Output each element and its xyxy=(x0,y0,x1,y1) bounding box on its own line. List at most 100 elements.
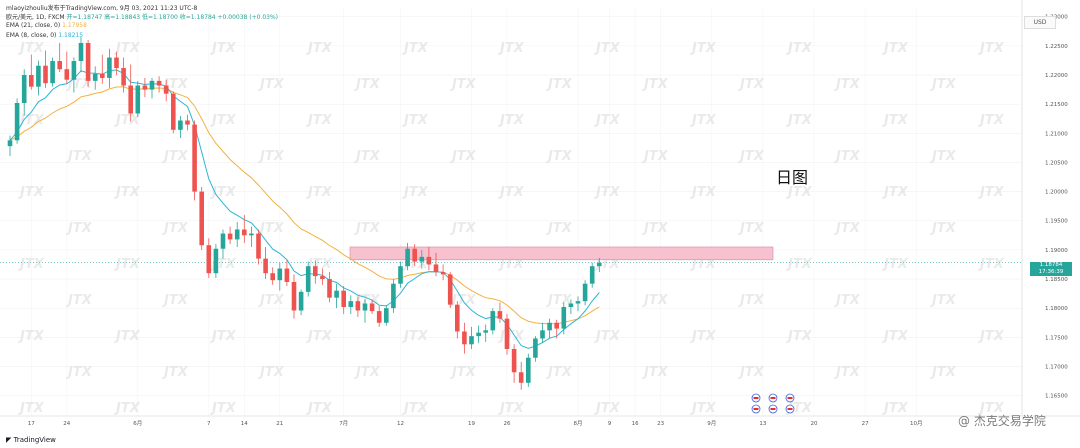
candle-body xyxy=(476,332,481,337)
watermark-text: JTX xyxy=(305,329,333,344)
watermark-text: JTX xyxy=(257,149,285,164)
x-tick-label: 21 xyxy=(276,421,283,427)
candle-body xyxy=(426,256,432,265)
candle-body xyxy=(582,283,588,302)
watermark-text: JTX xyxy=(689,113,717,128)
candle-body xyxy=(298,291,304,311)
candle-body xyxy=(291,281,297,311)
candle-body xyxy=(533,338,538,358)
candle-body xyxy=(433,264,439,273)
watermark-text: JTX xyxy=(641,365,669,380)
last-price-tag: 1.18784 xyxy=(1030,262,1072,269)
watermark-text: JTX xyxy=(17,113,45,128)
watermark-text: JTX xyxy=(161,221,189,236)
watermark-text: JTX xyxy=(17,185,45,200)
candle-body xyxy=(121,68,126,86)
watermark-text: JTX xyxy=(593,113,621,128)
watermark-text: JTX xyxy=(305,257,333,272)
y-tick-label: 1.18000 xyxy=(1045,306,1068,312)
watermark-text: JTX xyxy=(305,401,333,416)
tradingview-label: TradingView xyxy=(13,436,56,444)
watermark-text: JTX xyxy=(641,293,669,308)
ema8-legend-label: EMA (8, close, 0) xyxy=(6,32,57,39)
watermark-text: JTX xyxy=(113,185,141,200)
ema21-legend-value: 1.17958 xyxy=(62,22,87,29)
candle-body xyxy=(469,336,474,345)
candle-body xyxy=(412,248,417,262)
watermark-text: JTX xyxy=(113,329,141,344)
candle-body xyxy=(305,266,311,292)
watermark-text: JTX xyxy=(929,365,957,380)
candle-body xyxy=(334,290,339,298)
watermark-text: JTX xyxy=(113,113,141,128)
candle-body xyxy=(171,93,176,130)
candle-body xyxy=(518,372,524,383)
candle-body xyxy=(43,65,48,84)
candle-body xyxy=(29,75,34,87)
y-tick-label: 1.22000 xyxy=(1045,73,1068,79)
watermark-text: JTX xyxy=(689,401,717,416)
watermark-text: JTX xyxy=(641,77,669,92)
currency-button[interactable]: USD xyxy=(1024,16,1056,29)
candle-body xyxy=(341,290,346,308)
brand-watermark: @ 杰克交易学院 xyxy=(958,414,1046,428)
candle-body xyxy=(447,274,453,305)
y-tick-label: 1.21000 xyxy=(1045,131,1068,137)
x-tick-label: 9 xyxy=(608,421,612,427)
watermark-text: JTX xyxy=(737,293,765,308)
candles-layer xyxy=(7,37,602,390)
candle-body xyxy=(320,276,325,280)
x-tick-label: 7月 xyxy=(339,420,348,427)
candle-body xyxy=(206,245,212,274)
candle-body xyxy=(234,229,240,240)
tradingview-logo[interactable]: ◤ TradingView xyxy=(6,436,56,444)
watermark-text: JTX xyxy=(833,149,861,164)
flag-stripe xyxy=(770,397,776,399)
candle-body xyxy=(85,42,91,81)
candle-body xyxy=(249,233,254,236)
x-tick-label: 14 xyxy=(241,421,248,427)
candle-body xyxy=(220,233,226,249)
watermark-text: JTX xyxy=(497,113,525,128)
candle-body xyxy=(142,85,148,90)
candle-body xyxy=(313,266,318,277)
watermark-text: JTX xyxy=(401,41,429,56)
candle-body xyxy=(391,283,396,309)
candle-body xyxy=(149,80,155,90)
x-tick-label: 26 xyxy=(504,421,511,427)
watermark-text: JTX xyxy=(257,293,285,308)
watermark-text: JTX xyxy=(209,329,237,344)
flag-stripe xyxy=(787,408,793,410)
candle-body xyxy=(71,61,77,80)
watermark-text: JTX xyxy=(209,401,237,416)
chart-annotation: 日图 xyxy=(776,168,809,187)
candle-body xyxy=(384,308,389,323)
ema21-legend[interactable]: EMA (21, close, 0) 1.17958 xyxy=(6,22,87,29)
x-tick-label: 8月 xyxy=(574,420,583,427)
candle-body xyxy=(597,262,602,267)
watermark-text: JTX xyxy=(449,77,477,92)
y-tick-label: 1.20000 xyxy=(1045,190,1068,196)
resistance-zone xyxy=(349,246,774,261)
watermark-text: JTX xyxy=(209,41,237,56)
watermark-text: JTX xyxy=(737,77,765,92)
watermark-text: JTX xyxy=(737,149,765,164)
candle-body xyxy=(526,357,531,383)
watermark-text: JTX xyxy=(257,221,285,236)
y-tick-label: 1.16500 xyxy=(1045,394,1068,400)
watermark-text: JTX xyxy=(929,221,957,236)
candle-body xyxy=(369,303,375,312)
candle-body xyxy=(114,57,119,69)
candle-body xyxy=(242,229,247,236)
candle-body xyxy=(362,303,368,311)
candle-body xyxy=(213,248,219,274)
flag-stripe xyxy=(787,397,793,399)
watermark-text: JTX xyxy=(833,365,861,380)
candle-body xyxy=(178,120,183,130)
watermark-text: JTX xyxy=(353,221,381,236)
watermark-text: JTX xyxy=(881,329,909,344)
ema8-legend[interactable]: EMA (8, close, 0) 1.18215 xyxy=(6,32,83,39)
symbol-line: 欧元/美元, 1D, FXCM 开=1.18747 高=1.18843 低=1.… xyxy=(6,12,278,21)
ema21-legend-label: EMA (21, close, 0) xyxy=(6,22,61,29)
